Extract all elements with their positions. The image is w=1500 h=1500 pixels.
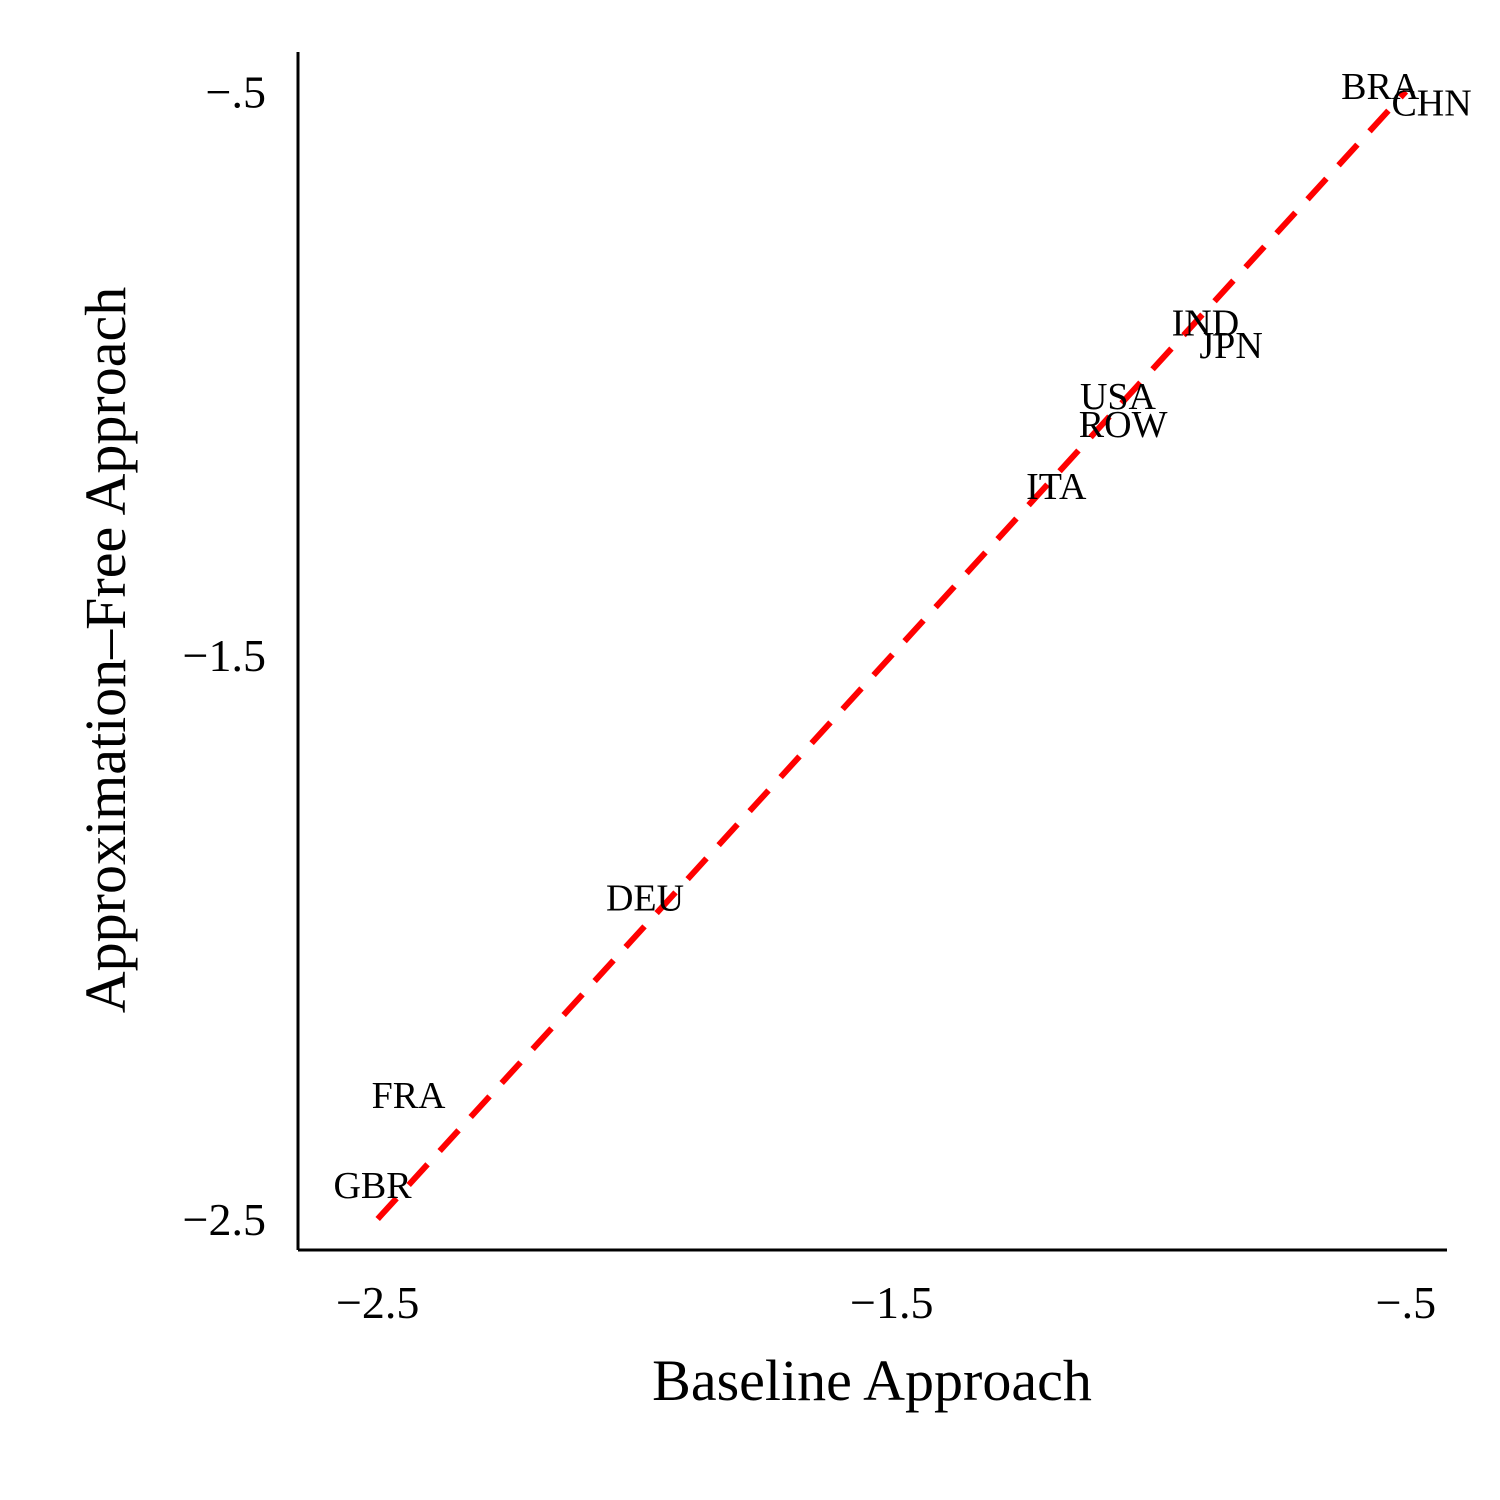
point-label-usa: USA: [1080, 376, 1157, 418]
x-tick-labels: −2.5 −1.5 −.5: [336, 1277, 1436, 1328]
y-axis-title: Approximation–Free Approach: [73, 287, 138, 1013]
x-axis-title: Baseline Approach: [652, 1348, 1092, 1413]
y-tick-label: −2.5: [183, 1194, 266, 1245]
point-label-ind: IND: [1172, 303, 1240, 345]
point-label-chn: CHN: [1391, 83, 1471, 125]
x-tick-label: −1.5: [850, 1277, 933, 1328]
point-label-ita: ITA: [1026, 466, 1087, 508]
y-tick-label: −1.5: [183, 630, 266, 681]
y-tick-labels: −2.5 −1.5 −.5: [183, 66, 266, 1245]
point-label-fra: FRA: [372, 1075, 446, 1117]
point-label-row: ROW: [1079, 404, 1168, 446]
reference-line: [375, 89, 1409, 1222]
point-label-jpn: JPN: [1199, 325, 1262, 367]
x-tick-label: −2.5: [336, 1277, 419, 1328]
point-label-bra: BRA: [1341, 66, 1420, 108]
point-label-deu: DEU: [606, 878, 684, 920]
point-label-gbr: GBR: [333, 1165, 412, 1207]
x-tick-label: −.5: [1376, 1277, 1436, 1328]
y-tick-label: −.5: [206, 66, 266, 117]
